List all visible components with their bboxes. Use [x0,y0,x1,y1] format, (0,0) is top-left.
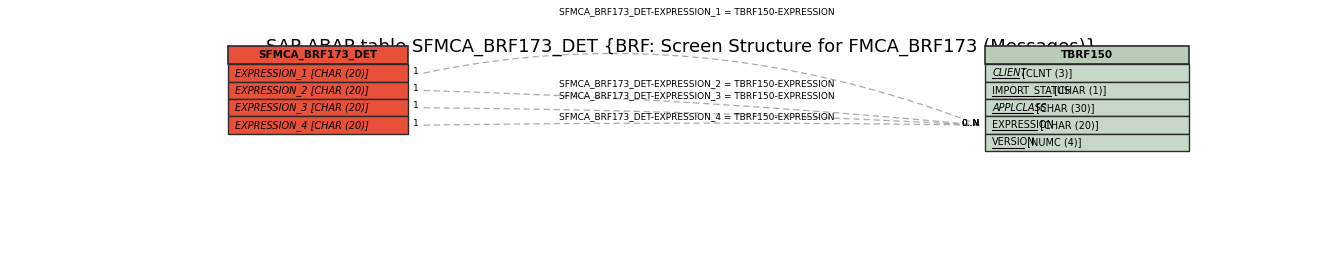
Text: VERSION: VERSION [993,138,1035,148]
Text: [CLNT (3)]: [CLNT (3)] [1019,68,1073,78]
Bar [229,99,408,117]
Text: SFMCA_BRF173_DET-EXPRESSION_3 = TBRF150-EXPRESSION: SFMCA_BRF173_DET-EXPRESSION_3 = TBRF150-… [558,91,835,100]
Bar [985,46,1189,64]
Text: 0..N: 0..N [962,119,979,128]
Text: [CHAR (30)]: [CHAR (30)] [1033,103,1094,113]
Text: SFMCA_BRF173_DET-EXPRESSION_2 = TBRF150-EXPRESSION: SFMCA_BRF173_DET-EXPRESSION_2 = TBRF150-… [558,79,835,88]
Text: IMPORT_STATUS: IMPORT_STATUS [993,85,1070,96]
Bar [229,82,408,99]
Bar [985,64,1189,82]
Text: [CHAR (1)]: [CHAR (1)] [1051,86,1106,95]
Text: 1: 1 [413,84,419,93]
Text: 0..N: 0..N [962,119,979,128]
Text: EXPRESSION_2 [CHAR (20)]: EXPRESSION_2 [CHAR (20)] [235,85,369,96]
Bar [985,99,1189,117]
Bar [985,82,1189,99]
Text: EXPRESSION_3 [CHAR (20)]: EXPRESSION_3 [CHAR (20)] [235,102,369,113]
Text: TBRF150: TBRF150 [1061,50,1112,60]
Text: APPLCLASS: APPLCLASS [993,103,1047,113]
Text: [CHAR (20)]: [CHAR (20)] [1038,120,1099,130]
Text: 1: 1 [413,101,419,110]
Text: EXPRESSION: EXPRESSION [993,120,1054,130]
Text: SFMCA_BRF173_DET-EXPRESSION_4 = TBRF150-EXPRESSION: SFMCA_BRF173_DET-EXPRESSION_4 = TBRF150-… [558,112,835,121]
Text: [NUMC (4)]: [NUMC (4)] [1023,138,1082,148]
Text: EXPRESSION_4 [CHAR (20)]: EXPRESSION_4 [CHAR (20)] [235,120,369,131]
Text: EXPRESSION_1 [CHAR (20)]: EXPRESSION_1 [CHAR (20)] [235,68,369,79]
Text: SFMCA_BRF173_DET-EXPRESSION_1 = TBRF150-EXPRESSION: SFMCA_BRF173_DET-EXPRESSION_1 = TBRF150-… [558,7,835,16]
Bar [229,46,408,64]
Text: 1: 1 [413,67,419,76]
Text: SAP ABAP table SFMCA_BRF173_DET {BRF: Screen Structure for FMCA_BRF173 (Messages: SAP ABAP table SFMCA_BRF173_DET {BRF: Sc… [266,38,1096,56]
Bar [229,117,408,134]
Text: SFMCA_BRF173_DET: SFMCA_BRF173_DET [258,50,377,60]
Text: 1: 1 [413,119,419,128]
Bar [229,64,408,82]
Text: CLIENT: CLIENT [993,68,1026,78]
Text: 0..N: 0..N [962,119,979,128]
Text: 0..N: 0..N [962,119,979,128]
Bar [985,117,1189,134]
Bar [985,134,1189,151]
